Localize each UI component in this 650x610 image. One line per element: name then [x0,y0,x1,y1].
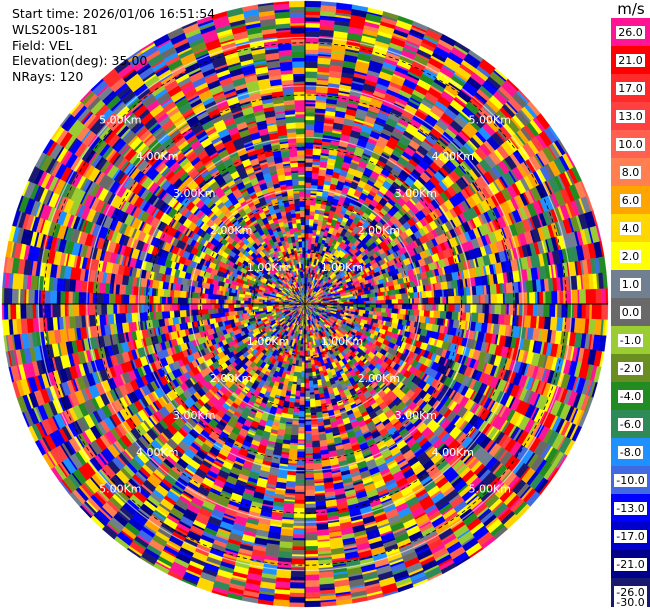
colorbar-tick-label: 1.0 [619,277,642,291]
range-label: 1.00Km [321,261,363,274]
range-label: 3.00Km [173,187,215,200]
colorbar-tick-label: -10.0 [614,473,647,487]
field-text: Field: VEL [12,37,73,53]
instrument-text: WLS200s-181 [12,21,98,37]
colorbar-tick-label: 21.0 [616,53,645,67]
range-label: 3.00Km [173,409,215,422]
range-label: 1.00Km [247,261,289,274]
range-label: 5.00Km [99,113,141,126]
velocity-gate-group [5,10,602,607]
colorbar-tick-label: 26.0 [616,25,645,39]
colorbar-tick-label: -17.0 [614,529,647,543]
range-rings [2,1,608,607]
range-label: 4.00Km [136,150,178,163]
colorbar-tick-label: 10.0 [616,137,645,151]
colorbar-tick-label: 4.0 [619,221,642,235]
colorbar-tick-label: -2.0 [617,361,644,375]
elevation-text: Elevation(deg): 35.00 [12,53,148,69]
colorbar-tick-label: 6.0 [619,193,642,207]
colorbar-tick-label: 0.0 [619,305,642,319]
colorbar-tick-label: 8.0 [619,165,642,179]
colorbar-tick-label: -1.0 [617,333,644,347]
range-label: 5.00Km [468,113,510,126]
colorbar-tick-label: 17.0 [616,81,645,95]
range-label: 4.00Km [432,150,474,163]
colorbar-tick-label: -8.0 [617,445,644,459]
colorbar-tick-label: 2.0 [619,249,642,263]
range-label: 4.00Km [136,446,178,459]
range-label: 5.00Km [99,483,141,496]
range-label: 2.00Km [210,224,252,237]
colorbar: 26.0 21.0 17.0 13.0 10.0 8.0 6.0 4.0 2.0 1.0 0.0 -1… [611,18,650,609]
range-label: 2.00Km [358,372,400,385]
colorbar-tick-label: -30.0 [614,596,647,609]
range-label: 4.00Km [432,446,474,459]
colorbar-tick-label: -26.0 [614,585,647,599]
range-label: 1.00Km [247,335,289,348]
range-label: 2.00Km [358,224,400,237]
start-time-text: Start time: 2026/01/06 16:51:54 [12,6,216,21]
colorbar-tick-label: -13.0 [614,501,647,515]
plot-info: Start time: 2026/01/06 16:51:54 WLS200s-… [12,6,215,85]
range-label: 3.00Km [395,187,437,200]
colorbar-tick-label: -4.0 [617,389,644,403]
range-labels: 1.00Km 1.00Km 1.00Km 1.00Km 2.00Km 2.00Km 2.00… [99,113,511,495]
range-label: 1.00Km [321,335,363,348]
range-label: 3.00Km [395,409,437,422]
colorbar-unit: m/s [617,0,645,18]
ppi-plot: 1.00Km 1.00Km 1.00Km 1.00Km 2.00Km 2.00Km 2.00… [1,0,609,608]
nrays-text: NRays: 120 [12,69,84,85]
colorbar-tick-label: 13.0 [616,109,645,123]
colorbar-tick-label: -6.0 [617,417,644,431]
range-label: 5.00Km [468,483,510,496]
range-label: 2.00Km [210,372,252,385]
colorbar-tick-label: -21.0 [614,557,647,571]
